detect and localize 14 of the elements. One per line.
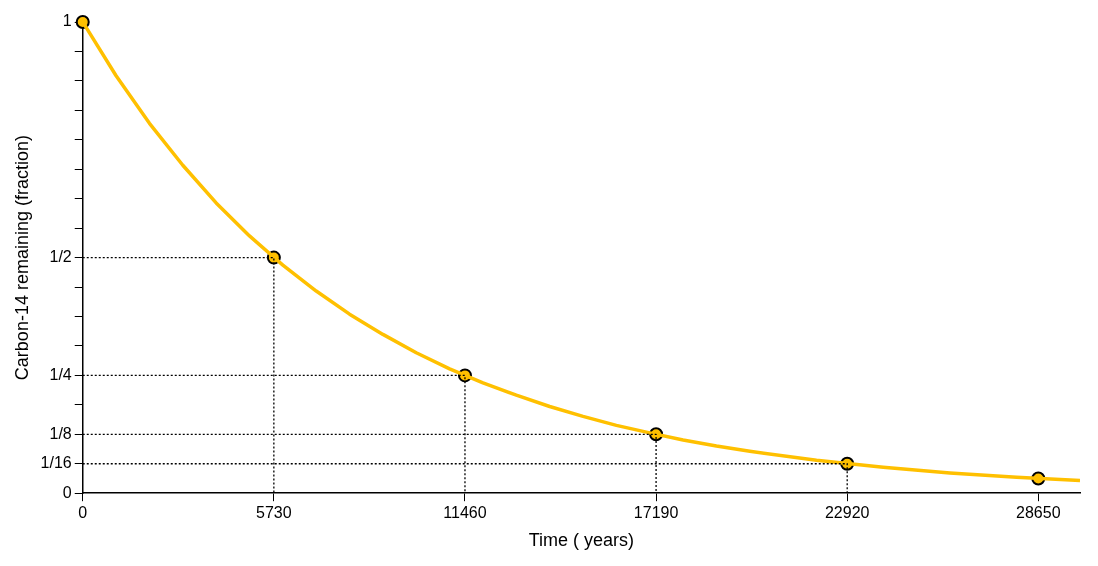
y-tick-label: 0 xyxy=(62,483,72,501)
y-tick-label: 1/2 xyxy=(49,248,72,266)
y-tick-label: 1/8 xyxy=(49,424,72,442)
x-tick-label: 28650 xyxy=(1016,504,1061,522)
x-tick-label: 22920 xyxy=(824,504,870,522)
y-axis-title: Carbon-14 remaining (fraction) xyxy=(11,135,32,381)
x-tick-label: 17190 xyxy=(633,504,679,522)
x-tick-label: 5730 xyxy=(256,504,292,522)
x-tick-label: 11460 xyxy=(443,504,487,522)
x-axis-title: Time ( years) xyxy=(528,530,635,551)
y-tick-label: 1 xyxy=(62,12,72,30)
y-tick-label: 1/4 xyxy=(49,365,72,383)
x-tick-label: 0 xyxy=(78,504,88,522)
y-tick-label: 1/16 xyxy=(40,454,72,472)
